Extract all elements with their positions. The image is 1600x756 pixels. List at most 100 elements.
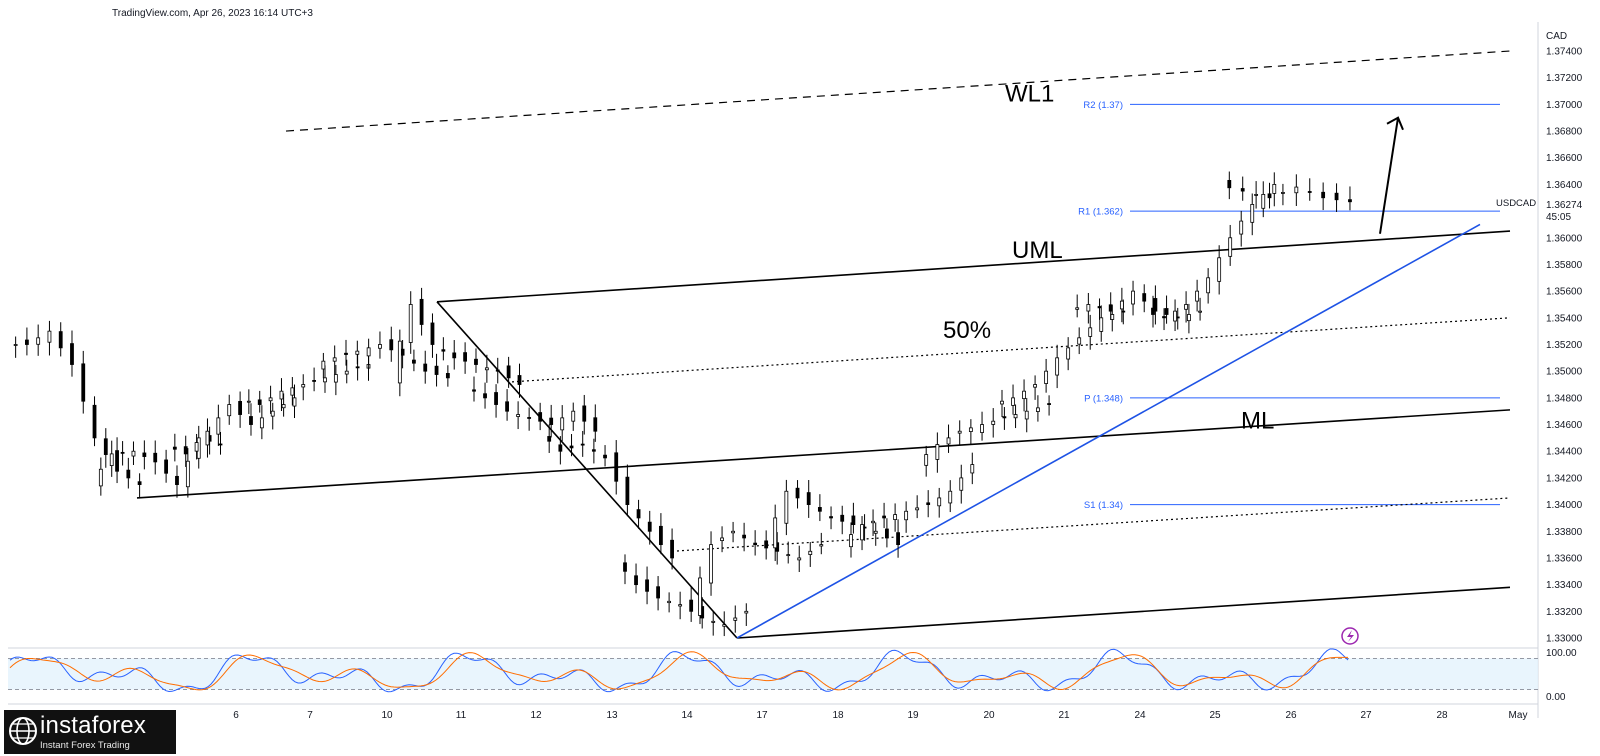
candle-body	[860, 524, 864, 541]
candle-body	[109, 453, 114, 466]
candle-body	[1240, 188, 1245, 192]
time-tick-label: 13	[606, 710, 618, 721]
candle-body	[175, 475, 179, 485]
candle-body	[366, 347, 371, 357]
candle-body	[1153, 298, 1158, 312]
bar-countdown: 45:05	[1546, 212, 1571, 223]
price-tick-label: 1.35000	[1546, 367, 1583, 378]
watermark: instaforex Instant Forex Trading	[4, 710, 176, 754]
candle-body	[13, 344, 18, 346]
candle-body	[172, 446, 177, 450]
candle-body	[120, 451, 125, 454]
candle-body	[355, 350, 360, 355]
candle-body	[623, 562, 627, 572]
candle-body	[216, 417, 221, 435]
candle-body	[1239, 220, 1244, 235]
candle-body	[419, 298, 424, 325]
price-tick-label: 1.35800	[1546, 260, 1583, 271]
candle-body	[183, 446, 188, 455]
candle-body	[558, 444, 563, 452]
candle-body	[1022, 390, 1026, 400]
candle-body	[25, 339, 29, 345]
price-tick-label: 1.34000	[1546, 500, 1583, 511]
candle-body	[58, 331, 63, 349]
candle-body	[270, 410, 275, 417]
candle-body	[1000, 400, 1004, 405]
currency-label: CAD	[1546, 31, 1567, 42]
candle-body	[279, 390, 284, 400]
candle-body	[1119, 300, 1124, 310]
price-tick-label: 1.35200	[1546, 340, 1583, 351]
last-price-label: USDCAD 1.36274 45:05	[1496, 198, 1583, 223]
candle-body	[1077, 337, 1082, 345]
annotation-label: ML	[1241, 408, 1274, 435]
time-tick-label: 28	[1436, 710, 1448, 721]
oscillator-band	[8, 658, 1538, 690]
candle-body	[817, 507, 822, 512]
candle-body	[786, 554, 791, 557]
watermark-tagline: Instant Forex Trading	[40, 740, 130, 751]
candle-body	[733, 617, 738, 621]
candle-body	[430, 322, 435, 345]
price-tick-label: 1.36400	[1546, 180, 1583, 191]
pivot-label: S1 (1.34)	[1084, 500, 1123, 511]
candle-body	[711, 620, 716, 623]
candle-body	[483, 393, 487, 399]
candle-body	[1011, 397, 1015, 406]
candle-body	[389, 339, 394, 351]
candle-body	[957, 430, 962, 434]
candle-body	[924, 454, 929, 466]
candle-body	[851, 515, 856, 526]
candle-body	[569, 445, 574, 449]
candle-body	[355, 366, 360, 369]
oscillator-d-line	[9, 651, 1348, 691]
candle-body	[625, 476, 630, 505]
price-tick-label: 1.34200	[1546, 473, 1583, 484]
candle-body	[1151, 307, 1155, 315]
candle-body	[249, 416, 253, 425]
candle-body	[344, 370, 349, 375]
candle-body	[1187, 314, 1191, 322]
candle-body	[1142, 293, 1147, 302]
candle-body	[423, 363, 428, 372]
pivot-label: R2 (1.37)	[1083, 100, 1123, 111]
candle-body	[580, 443, 585, 446]
candle-body	[103, 438, 108, 455]
candle-body	[582, 405, 587, 422]
annotation-label: 50%	[943, 317, 991, 344]
candle-body	[194, 442, 199, 452]
last-price-value: 1.36274	[1546, 200, 1583, 211]
time-tick-label: 12	[530, 710, 542, 721]
lightning-icon[interactable]	[1341, 627, 1359, 645]
candle-body	[1250, 204, 1255, 223]
forecast-arrow-head	[1386, 116, 1404, 131]
candle-body	[292, 397, 297, 407]
candle-body	[1033, 384, 1037, 388]
candle-body	[1024, 410, 1029, 420]
candle-body	[1184, 304, 1188, 310]
candle-body	[115, 450, 119, 472]
candle-body	[538, 412, 543, 422]
time-tick-label: 21	[1058, 710, 1070, 721]
candle-body	[126, 469, 131, 479]
candle-body	[527, 417, 532, 419]
candle-body	[670, 539, 674, 559]
candle-body	[1066, 347, 1071, 360]
candle-body	[1227, 179, 1232, 189]
candle-body	[1088, 327, 1093, 337]
candle-body	[1217, 257, 1222, 282]
forecast-arrow-shaft	[1379, 117, 1399, 234]
candle-body	[840, 514, 845, 522]
candle-body	[689, 599, 694, 612]
candle-body	[312, 380, 317, 382]
price-tick-label: 1.36600	[1546, 153, 1583, 164]
candle-body	[227, 404, 232, 417]
candle-body	[1307, 191, 1312, 193]
candle-body	[742, 534, 747, 539]
candle-body	[474, 358, 478, 365]
price-scale[interactable]: 1.37400 1.37200 1.37000 1.36800 1.36600 1.364…	[1546, 47, 1583, 645]
candle-body	[1294, 186, 1299, 194]
candle-body	[871, 520, 875, 524]
